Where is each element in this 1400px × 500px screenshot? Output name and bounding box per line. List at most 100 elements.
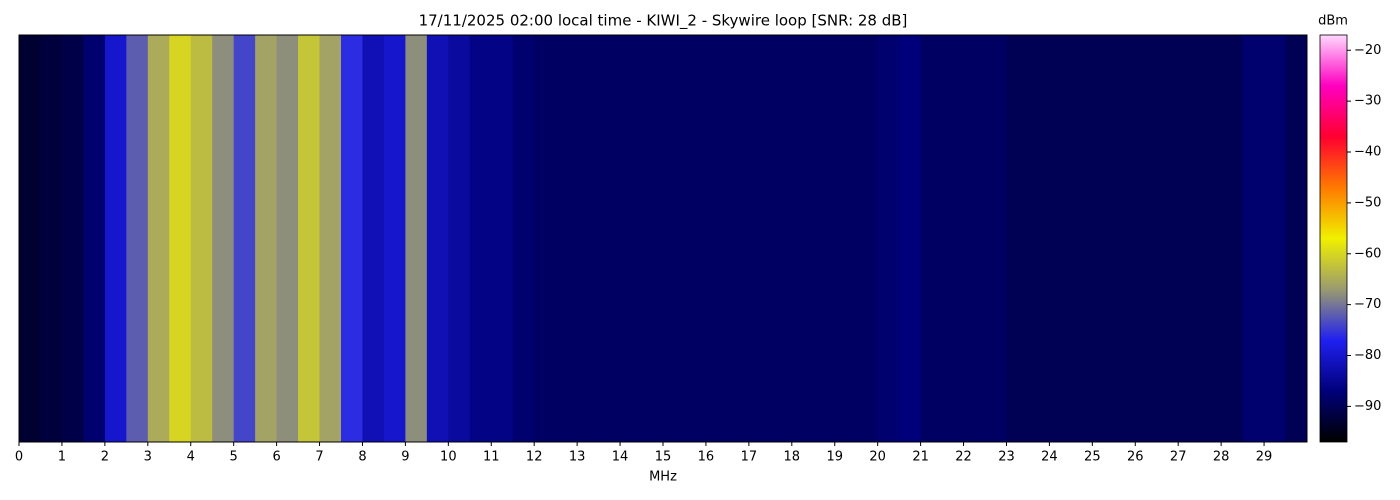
x-tick-label: 8 [358,450,366,465]
heatmap-cell [770,35,793,442]
x-tick-label: 7 [315,450,323,465]
heatmap-cell [1242,35,1265,442]
heatmap-cell [791,35,814,442]
colorbar-label: dBm [1318,14,1348,29]
heatmap-cell [169,35,192,442]
colorbar [1319,34,1348,443]
heatmap-cell [834,35,857,442]
x-tick-label: 14 [612,450,629,465]
heatmap-cell [1221,35,1244,442]
heatmap-cell [104,35,127,442]
heatmap-cell [620,35,643,442]
colorbar-tick-label: −50 [1354,195,1381,210]
heatmap-cell [942,35,965,442]
x-tick-label: 12 [526,450,543,465]
x-tick-label: 28 [1213,450,1230,465]
heatmap-cell [641,35,664,442]
heatmap-cell [684,35,707,442]
heatmap-cell [577,35,600,442]
heatmap-cell [512,35,535,442]
x-tick-label: 5 [230,450,238,465]
heatmap-cell [663,35,685,442]
x-tick-label: 22 [955,450,972,465]
heatmap-cell [1264,35,1287,442]
heatmap-cell [963,35,986,442]
x-axis-label: MHz [649,470,677,485]
x-tick-label: 1 [58,450,66,465]
heatmap-cell [255,35,278,442]
heatmap-cell [1156,35,1179,442]
heatmap-cell [555,35,578,442]
heatmap-cell [1199,35,1222,442]
heatmap-cell [319,35,342,442]
heatmap-cell [899,35,922,442]
x-tick-label: 25 [1084,450,1101,465]
heatmap-cell [61,35,84,442]
x-tick-label: 6 [272,450,280,465]
heatmap-cell [491,35,514,442]
x-tick-label: 11 [483,450,500,465]
heatmap-cell [469,35,492,442]
heatmap-cell [877,35,900,442]
x-tick-label: 4 [187,450,195,465]
heatmap-cell [813,35,836,442]
x-tick-label: 17 [741,450,758,465]
x-tick-label: 23 [998,450,1015,465]
heatmap-cell [426,35,449,442]
heatmap-cell [920,35,943,442]
colorbar-tick-label: −70 [1354,297,1381,312]
heatmap-cell [1092,35,1115,442]
colorbar-tick-label: −30 [1354,94,1381,109]
x-tick-label: 27 [1170,450,1187,465]
heatmap-cell [985,35,1007,442]
heatmap-cell [233,35,256,442]
heatmap-cell [448,35,471,442]
heatmap-cell [856,35,879,442]
heatmap-cell [405,35,428,442]
x-tick-label: 18 [784,450,801,465]
heatmap-cell [1178,35,1201,442]
heatmap-cell [383,35,406,442]
heatmap-cell [1049,35,1072,442]
colorbar-tick-label: −40 [1354,145,1381,160]
heatmap-cell [362,35,385,442]
heatmap-cell [147,35,170,442]
x-tick-label: 0 [15,450,23,465]
heatmap-cell [748,35,771,442]
x-tick-label: 2 [101,450,109,465]
heatmap-cell [126,35,149,442]
heatmap-cell [1006,35,1029,442]
heatmap-cell [727,35,750,442]
heatmap-cell [19,35,41,442]
heatmap-cell [341,35,363,442]
colorbar-tick-label: −20 [1354,43,1381,58]
heatmap-cell [190,35,213,442]
chart-title: 17/11/2025 02:00 local time - KIWI_2 - S… [419,12,908,31]
x-tick-label: 24 [1041,450,1058,465]
x-tick-label: 16 [698,450,715,465]
x-tick-label: 3 [144,450,152,465]
heatmap-cell [212,35,235,442]
heatmap-cell [1135,35,1158,442]
heatmap-cell [705,35,728,442]
colorbar-tick-label: −60 [1354,246,1381,261]
x-tick-label: 15 [655,450,672,465]
heatmap-cell [1027,35,1050,442]
x-tick-label: 26 [1127,450,1144,465]
x-tick-label: 29 [1256,450,1273,465]
colorbar-tick-label: −80 [1354,348,1381,363]
heatmap-cell [1070,35,1093,442]
x-tick-label: 19 [826,450,843,465]
heatmap-cell [298,35,321,442]
colorbar-tick-label: −90 [1354,399,1381,414]
heatmap-cell [598,35,621,442]
x-tick-label: 9 [401,450,409,465]
x-tick-label: 20 [869,450,886,465]
x-tick-label: 10 [440,450,457,465]
heatmap-cell [276,35,299,442]
heatmap-cell [83,35,106,442]
heatmap-cell [40,35,63,442]
heatmap-cell [1113,35,1136,442]
x-tick-label: 21 [912,450,929,465]
